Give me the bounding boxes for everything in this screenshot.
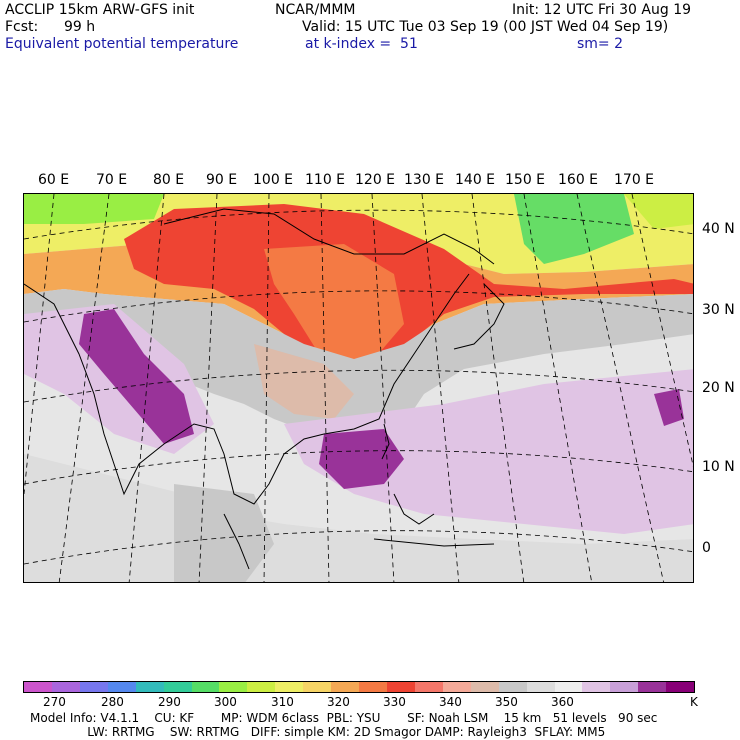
colorbar-segment: [554, 682, 583, 692]
colorbar-label: 340: [439, 695, 462, 709]
colorbar: [23, 681, 695, 693]
colorbar-unit: K: [690, 695, 698, 709]
colorbar-segment: [470, 682, 499, 692]
colorbar-segment: [191, 682, 220, 692]
smoothing: sm= 2: [577, 36, 624, 52]
lon-label: 90 E: [206, 172, 238, 188]
forecast-hour: 99 h: [64, 19, 96, 35]
lon-label: 120 E: [355, 172, 396, 188]
colorbar-label: 350: [495, 695, 518, 709]
lat-label: 20 N: [702, 380, 735, 396]
colorbar-segment: [638, 682, 667, 692]
lon-label: 170 E: [614, 172, 655, 188]
model-info-line2: LW: RRTMG SW: RRTMG DIFF: simple KM: 2D …: [30, 725, 606, 739]
lon-label: 130 E: [404, 172, 445, 188]
colorbar-label: 320: [327, 695, 350, 709]
model-info-line1: Model Info: V4.1.1 CU: KF MP: WDM 6class…: [30, 711, 658, 725]
lon-label: 70 E: [96, 172, 128, 188]
colorbar-segment: [442, 682, 471, 692]
colorbar-segment: [359, 682, 387, 692]
colorbar-label: 270: [43, 695, 66, 709]
valid-time: Valid: 15 UTC Tue 03 Sep 19 (00 JST Wed …: [302, 19, 669, 35]
colorbar-segment: [666, 682, 695, 692]
colorbar-segment: [135, 682, 164, 692]
colorbar-segment: [303, 682, 332, 692]
colorbar-segment: [247, 682, 276, 692]
colorbar-segment: [386, 682, 415, 692]
colorbar-segment: [498, 682, 527, 692]
colorbar-segment: [414, 682, 443, 692]
colorbar-segment: [275, 682, 304, 692]
lat-label: 10 N: [702, 459, 735, 475]
colorbar-label: 300: [214, 695, 237, 709]
colorbar-label: 280: [101, 695, 124, 709]
colorbar-segment: [24, 682, 52, 692]
colorbar-segment: [582, 682, 611, 692]
lon-label: 150 E: [505, 172, 546, 188]
colorbar-label: 330: [383, 695, 406, 709]
forecast-label: Fcst:: [5, 19, 39, 35]
lon-label: 140 E: [455, 172, 496, 188]
colorbar-segment: [610, 682, 639, 692]
theta-e-field: [24, 194, 693, 582]
colorbar-segment: [79, 682, 108, 692]
colorbar-label: 360: [551, 695, 574, 709]
lon-label: 160 E: [558, 172, 599, 188]
colorbar-segment: [331, 682, 360, 692]
lat-label: 0: [702, 540, 711, 556]
colorbar-segment: [163, 682, 192, 692]
field-name: Equivalent potential temperature: [5, 36, 239, 52]
colorbar-label: 310: [271, 695, 294, 709]
model-title: ACCLIP 15km ARW-GFS init: [5, 2, 195, 18]
colorbar-label: 290: [158, 695, 181, 709]
organization: NCAR/MMM: [275, 2, 356, 18]
lon-label: 60 E: [38, 172, 70, 188]
lon-label: 100 E: [253, 172, 294, 188]
map-plot: [23, 193, 694, 583]
lat-label: 40 N: [702, 221, 735, 237]
init-time: Init: 12 UTC Fri 30 Aug 19: [512, 2, 692, 18]
lon-label: 110 E: [305, 172, 346, 188]
colorbar-segment: [107, 682, 136, 692]
lon-label: 80 E: [153, 172, 185, 188]
level-index: at k-index = 51: [305, 36, 418, 52]
colorbar-segment: [51, 682, 80, 692]
lat-label: 30 N: [702, 302, 735, 318]
colorbar-segment: [526, 682, 555, 692]
colorbar-segment: [219, 682, 248, 692]
